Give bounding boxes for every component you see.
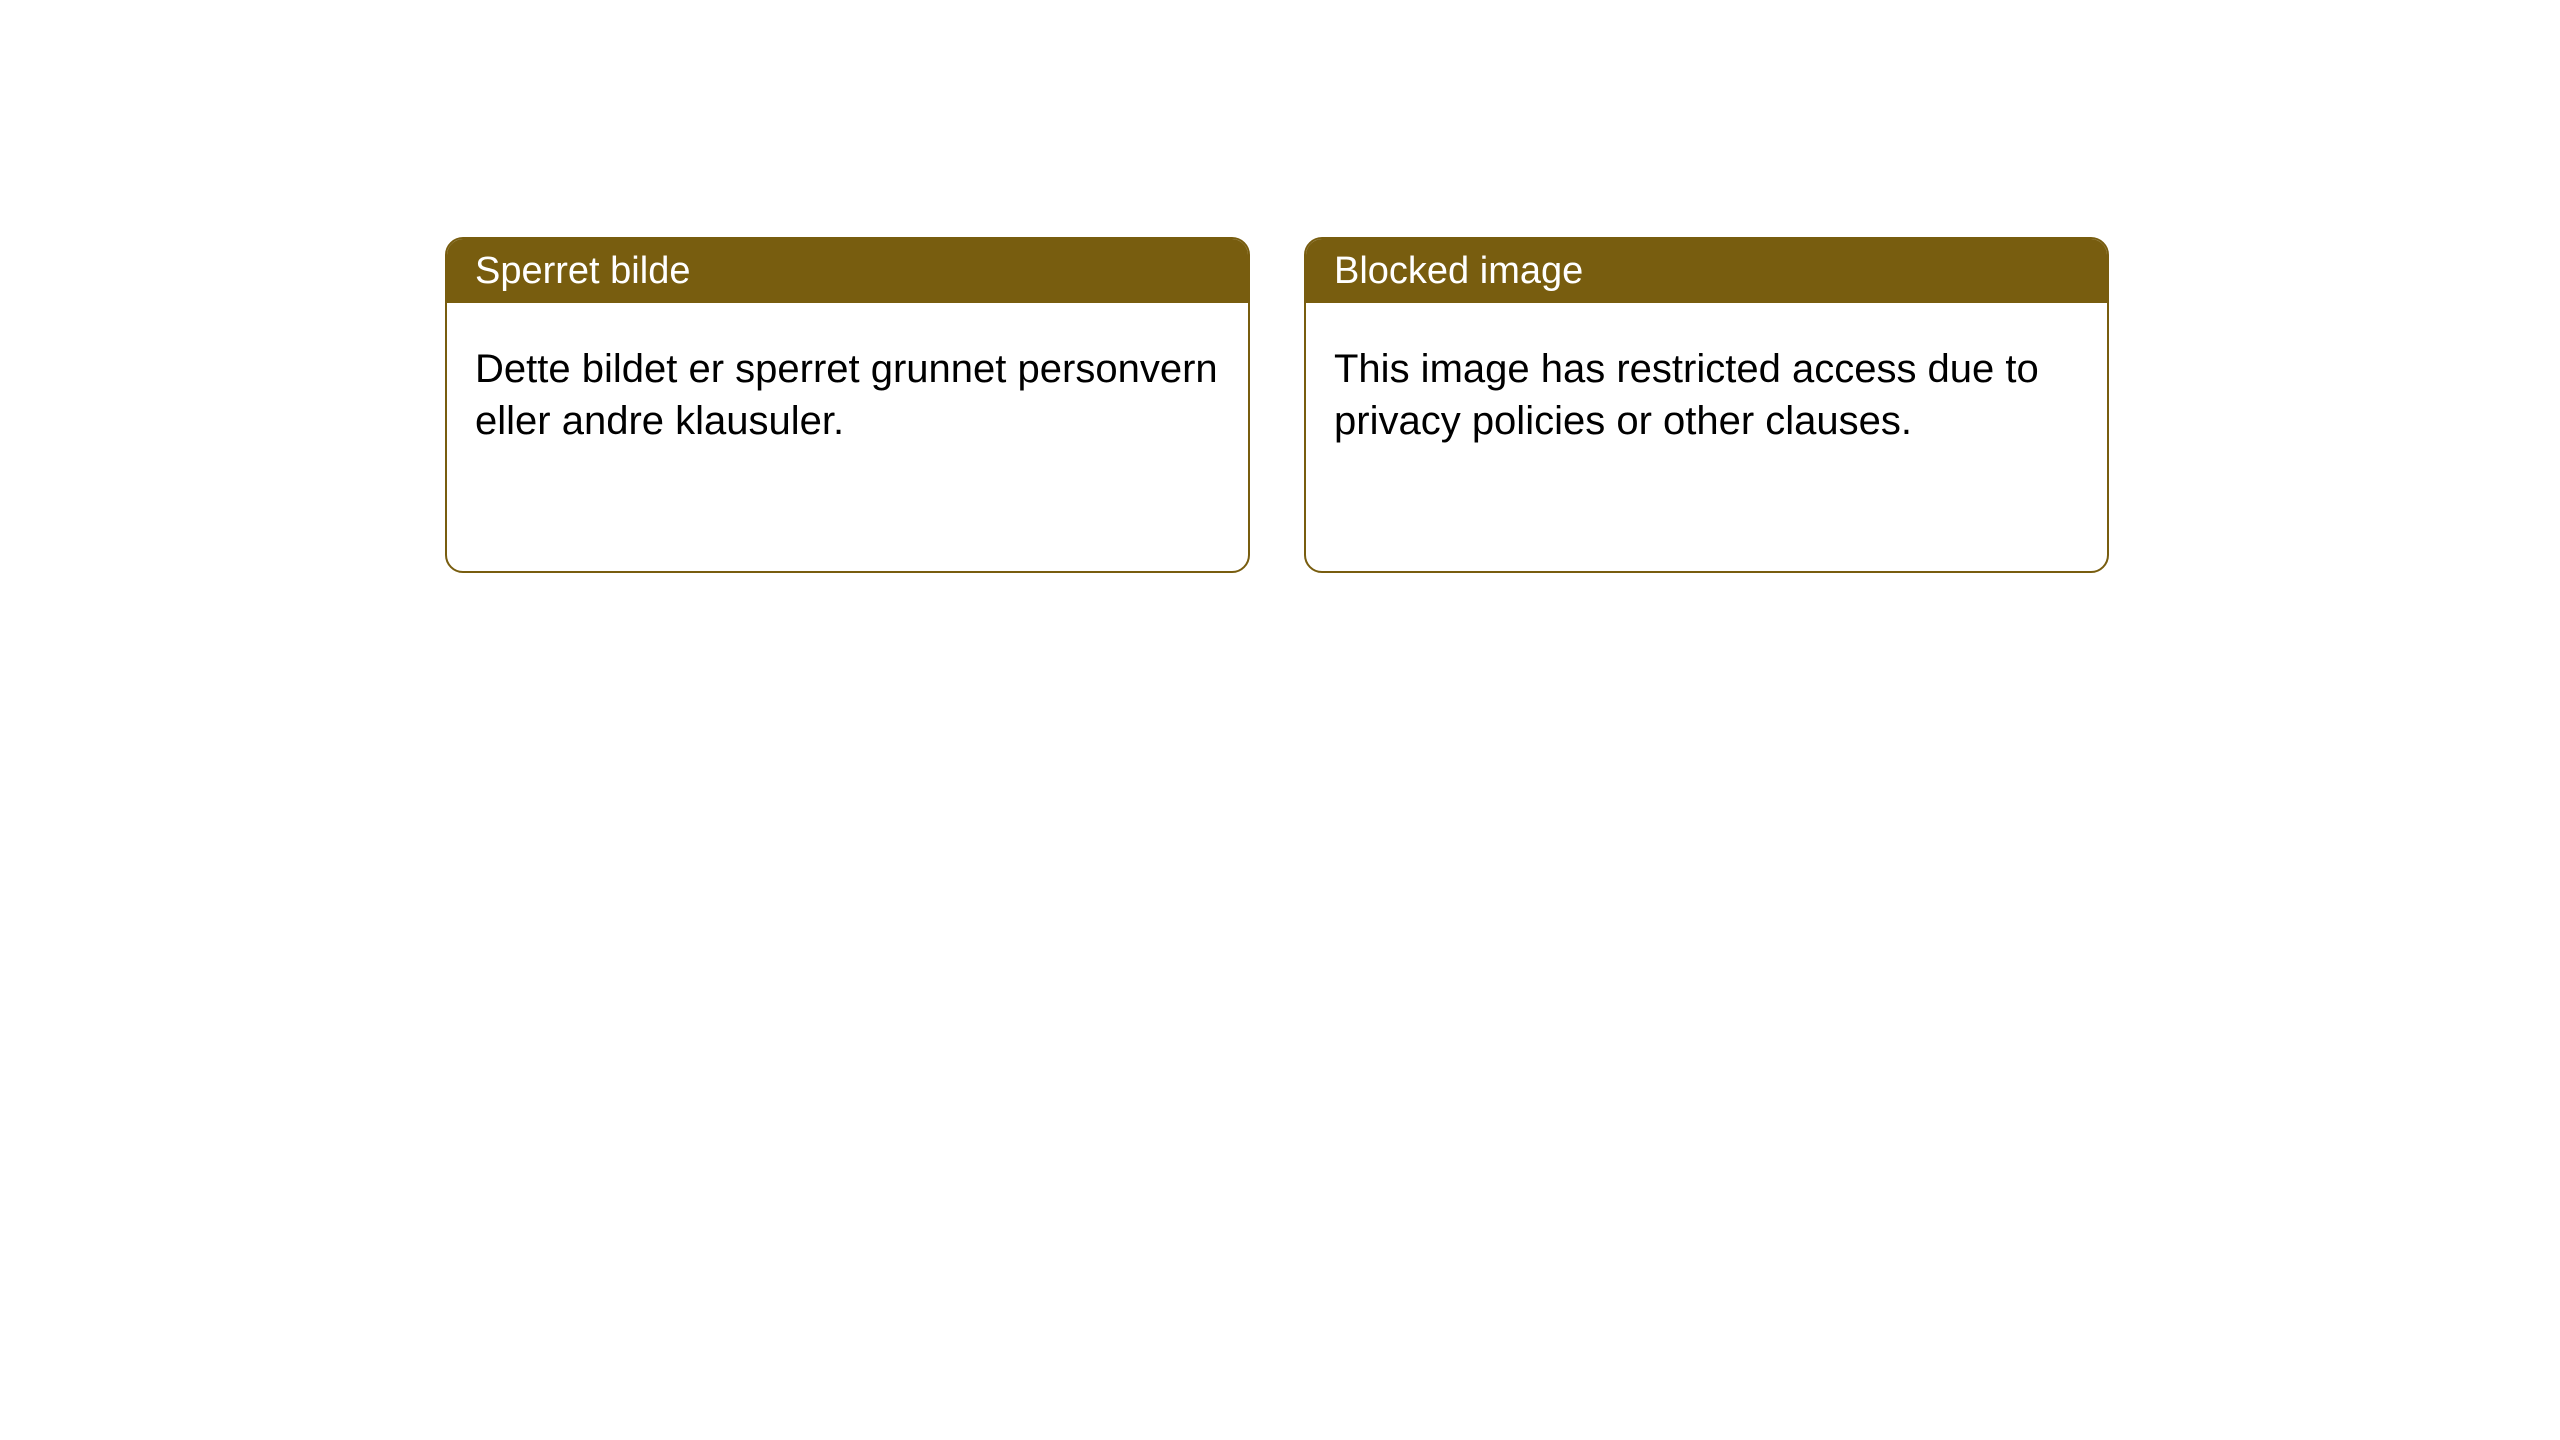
card-body-english: This image has restricted access due to …: [1306, 303, 2107, 476]
blocked-image-card-norwegian: Sperret bilde Dette bildet er sperret gr…: [445, 237, 1250, 573]
card-header-english: Blocked image: [1306, 239, 2107, 303]
cards-container: Sperret bilde Dette bildet er sperret gr…: [0, 0, 2560, 573]
card-body-norwegian: Dette bildet er sperret grunnet personve…: [447, 303, 1248, 476]
card-header-norwegian: Sperret bilde: [447, 239, 1248, 303]
blocked-image-card-english: Blocked image This image has restricted …: [1304, 237, 2109, 573]
